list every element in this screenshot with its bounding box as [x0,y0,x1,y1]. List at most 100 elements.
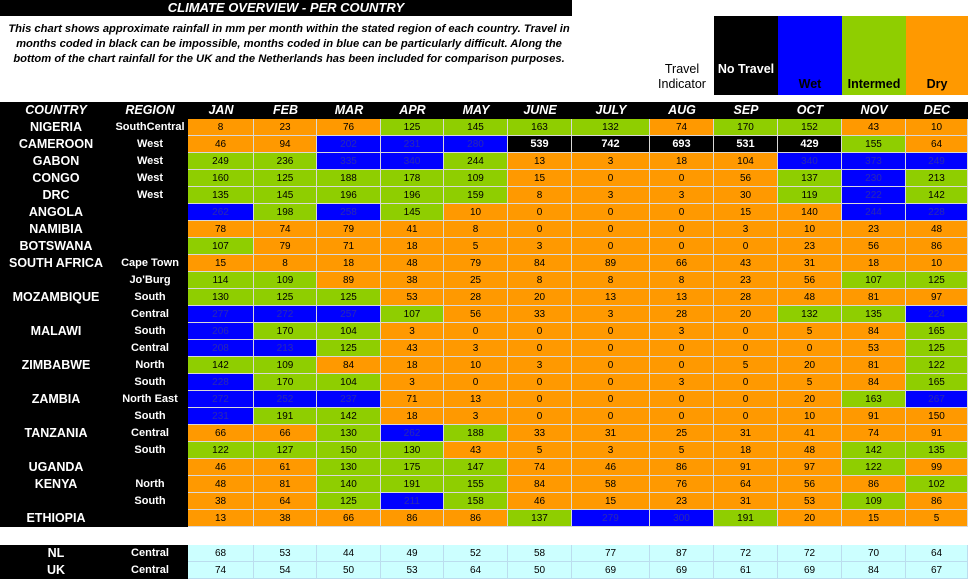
rainfall-cell: 64 [254,493,317,510]
rainfall-cell: 0 [572,170,650,187]
rainfall-cell: 10 [778,221,842,238]
rainfall-cell: 5 [650,442,714,459]
rainfall-cell: 196 [317,187,381,204]
rainfall-cell: 31 [714,493,778,510]
header-month: MAY [462,103,490,117]
rainfall-cell: 5 [778,323,842,340]
rainfall-cell: 228 [188,374,254,391]
rainfall-cell: 50 [508,562,572,579]
rainfall-cell: 3 [508,238,572,255]
rainfall-cell: 0 [650,238,714,255]
rainfall-cell: 41 [381,221,444,238]
rainfall-cell: 122 [906,357,968,374]
table-row: CONGO West 160 125 188 178 109 15 0 0 56 137 230 213 [0,170,968,187]
rainfall-cell: 48 [188,476,254,493]
rainfall-cell: 86 [906,493,968,510]
rainfall-cell: 125 [906,340,968,357]
rainfall-cell: 188 [444,425,508,442]
rainfall-cell: 137 [778,170,842,187]
rainfall-cell: 0 [714,391,778,408]
rainfall-cell: 74 [650,119,714,136]
rainfall-cell: 38 [381,272,444,289]
country-label: SOUTH AFRICA [9,256,103,270]
rainfall-cell: 79 [317,221,381,238]
country-label: TANZANIA [24,426,88,440]
rainfall-cell: 102 [906,476,968,493]
rainfall-cell: 13 [188,510,254,527]
rainfall-cell: 236 [254,153,317,170]
rainfall-cell: 3 [381,374,444,391]
table-row: South 38 64 125 211 158 46 15 23 31 53 109 86 [0,493,968,510]
rainfall-cell: 155 [444,476,508,493]
rainfall-cell: 280 [444,136,508,153]
rainfall-cell: 56 [842,238,906,255]
rainfall-cell: 0 [714,340,778,357]
rainfall-cell: 198 [254,204,317,221]
header-month: APR [399,103,426,117]
country-label: MOZAMBIQUE [12,290,100,304]
rainfall-cell: 211 [381,493,444,510]
rainfall-cell: 67 [906,562,968,579]
table-row: Jo'Burg 114 109 89 38 25 8 8 8 23 56 107 125 [0,272,968,289]
rainfall-cell: 0 [572,238,650,255]
rainfall-cell: 104 [714,153,778,170]
rainfall-cell: 0 [572,374,650,391]
rainfall-cell: 10 [444,204,508,221]
rainfall-cell: 76 [650,476,714,493]
rainfall-cell: 58 [508,545,572,562]
rainfall-cell: 222 [842,187,906,204]
country-label: UGANDA [28,460,84,474]
region-label: West [136,172,164,184]
region-label: West [136,138,164,150]
rainfall-cell: 84 [842,323,906,340]
rainfall-cell: 33 [508,425,572,442]
rainfall-cell: 8 [188,119,254,136]
rainfall-cell: 0 [650,204,714,221]
rainfall-cell: 54 [254,562,317,579]
table-row: NAMIBIA 78 74 79 41 8 0 0 0 3 10 23 48 [0,221,968,238]
rainfall-cell: 155 [842,136,906,153]
rainfall-cell: 81 [842,357,906,374]
rainfall-cell: 0 [444,323,508,340]
header-month: OCT [796,103,824,117]
rainfall-cell: 43 [444,442,508,459]
rainfall-cell: 25 [444,272,508,289]
rainfall-cell: 69 [650,562,714,579]
rainfall-cell: 3 [714,221,778,238]
rainfall-cell: 224 [906,306,968,323]
rainfall-cell: 86 [650,459,714,476]
rainfall-cell: 130 [317,459,381,476]
rainfall-cell: 99 [906,459,968,476]
rainfall-cell: 109 [842,493,906,510]
rainfall-cell: 188 [317,170,381,187]
rainfall-cell: 125 [317,493,381,510]
country-label [0,493,112,510]
rainfall-cell: 74 [842,425,906,442]
table-row: Central 208 213 125 43 3 0 0 0 0 0 53 125 [0,340,968,357]
region-label: Central [131,547,169,559]
table-row: South 122 127 150 130 43 5 3 5 18 48 142 135 [0,442,968,459]
rainfall-cell: 262 [188,204,254,221]
country-label: KENYA [34,477,78,491]
rainfall-cell: 38 [188,493,254,510]
rainfall-cell: 165 [906,374,968,391]
rainfall-cell: 249 [188,153,254,170]
rainfall-cell: 89 [317,272,381,289]
rainfall-cell: 202 [317,136,381,153]
country-label [0,272,112,289]
rainfall-cell: 109 [444,170,508,187]
header-month: FEB [273,103,298,117]
rainfall-cell: 152 [778,119,842,136]
rainfall-cell: 109 [254,272,317,289]
rainfall-cell: 140 [778,204,842,221]
rainfall-cell: 0 [508,391,572,408]
table-row: BOTSWANA 107 79 71 18 5 3 0 0 0 23 56 86 [0,238,968,255]
rainfall-cell: 3 [508,357,572,374]
rainfall-cell: 107 [842,272,906,289]
rainfall-cell: 693 [650,136,714,153]
rainfall-cell: 170 [254,374,317,391]
header-month: DEC [923,103,951,117]
rainfall-cell: 15 [842,510,906,527]
rainfall-cell: 84 [842,374,906,391]
rainfall-cell: 150 [317,442,381,459]
